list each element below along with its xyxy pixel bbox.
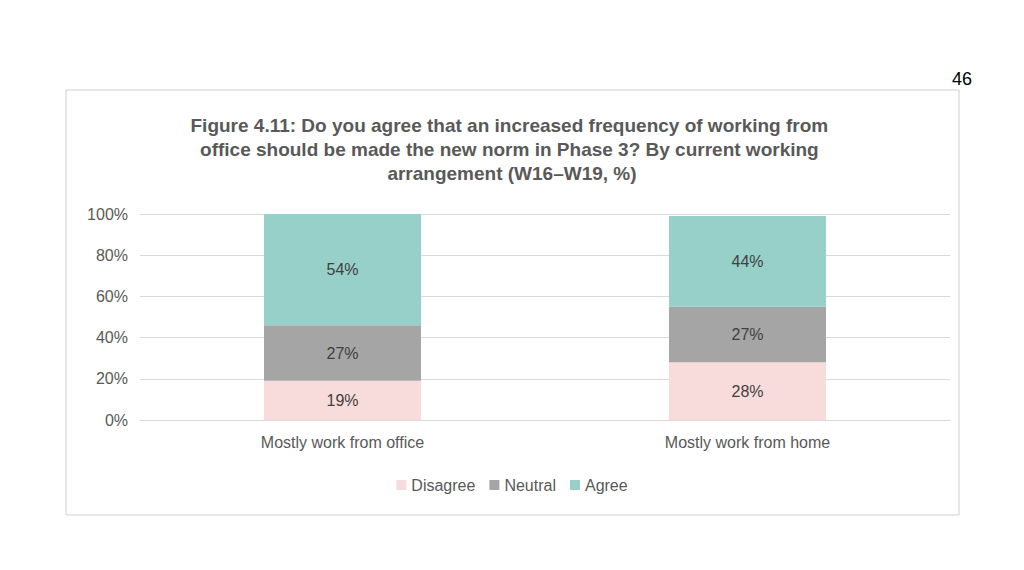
svg-text:100%: 100%: [87, 206, 128, 223]
svg-text:office should be made the new: office should be made the new norm in Ph…: [200, 139, 824, 160]
svg-text:Mostly work from office: Mostly work from office: [261, 434, 424, 451]
svg-text:54%: 54%: [326, 261, 358, 278]
svg-text:0%: 0%: [105, 412, 128, 429]
svg-text:27%: 27%: [731, 326, 763, 343]
svg-text:40%: 40%: [96, 329, 128, 346]
svg-text:Mostly work from home: Mostly work from home: [665, 434, 830, 451]
svg-text:Neutral: Neutral: [504, 477, 556, 494]
svg-text:arrangement (W16–W19, %): arrangement (W16–W19, %): [387, 163, 636, 184]
svg-text:27%: 27%: [326, 345, 358, 362]
svg-text:Figure 4.11: Do you agree that: Figure 4.11: Do you agree that an increa…: [191, 115, 834, 136]
svg-text:80%: 80%: [96, 247, 128, 264]
svg-text:Agree: Agree: [585, 477, 628, 494]
svg-text:44%: 44%: [731, 253, 763, 270]
svg-text:60%: 60%: [96, 288, 128, 305]
svg-text:19%: 19%: [326, 392, 358, 409]
svg-text:28%: 28%: [731, 383, 763, 400]
svg-text:46: 46: [952, 69, 972, 89]
svg-text:Disagree: Disagree: [411, 477, 475, 494]
svg-text:20%: 20%: [96, 370, 128, 387]
